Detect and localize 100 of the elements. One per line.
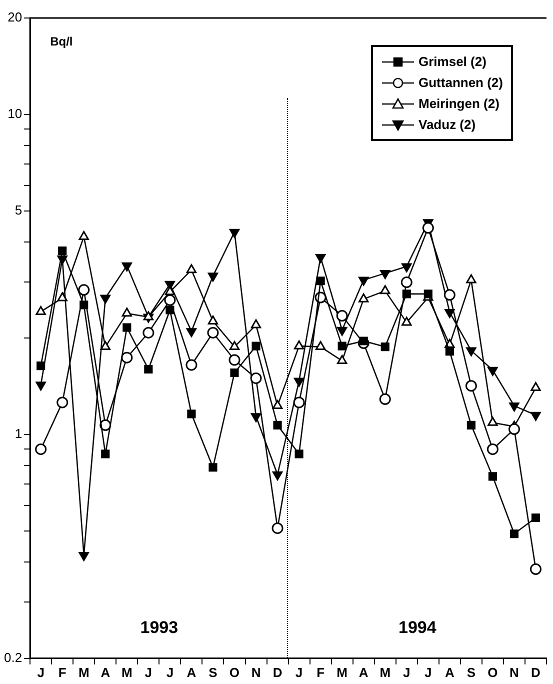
point [530,412,541,421]
point [338,342,346,350]
point [100,294,110,304]
point [56,396,68,408]
x-tick-label: J [144,664,152,680]
point [250,413,262,422]
point [186,359,198,371]
legend-label: Grimsel (2) [418,54,486,69]
x-tick-label: S [466,664,476,680]
point [142,326,154,338]
y-tick-label: 10 [8,106,22,121]
x-tick-label: N [510,664,519,680]
point [58,246,67,256]
point [272,400,283,410]
point [166,306,174,314]
point [57,292,68,302]
point [400,276,412,288]
x-tick-label: J [424,664,432,680]
point [488,366,498,376]
point [294,340,304,350]
point [488,472,497,481]
x-tick-label: J [295,664,303,680]
point [273,420,282,430]
point [229,228,240,238]
point [359,336,368,346]
x-tick-label: A [186,664,197,680]
y-axis-title: Bq/l [50,34,73,48]
x-tick-label: O [229,664,240,680]
x-tick-label: O [488,664,498,680]
point [465,380,477,392]
point [35,443,47,455]
x-tick-label: D [272,664,282,680]
point [252,342,260,350]
x-tick-label: N [251,664,261,680]
point [402,316,412,326]
point [250,372,262,384]
x-tick-label: J [403,664,410,680]
point [444,309,455,318]
point [186,264,197,274]
point [358,276,369,286]
y-tick-label: 20 [8,10,22,25]
point [144,364,153,374]
legend-label: Guttannen (2) [418,75,503,90]
point [36,382,46,391]
point [294,378,304,387]
point [424,290,432,298]
point [294,450,304,458]
point [228,354,240,366]
x-tick-label: M [121,664,132,680]
legend-label: Vaduz (2) [418,117,476,132]
point [186,328,197,338]
point [510,530,519,538]
point [208,463,218,472]
annotation: 1994 [398,618,437,638]
x-tick-label: A [358,664,369,680]
point [486,443,498,455]
point [208,272,218,282]
point [380,270,390,280]
point [230,368,239,378]
point [187,410,196,418]
point [164,294,176,306]
point [122,262,132,272]
y-tick-label: 5 [14,202,22,218]
point [316,276,325,286]
point [466,347,476,356]
x-tick-label: F [58,664,66,680]
x-tick-label: A [444,664,455,680]
point [530,563,542,575]
x-tick-label: M [336,664,348,680]
y-tick-label: 0.2 [4,650,22,665]
point [380,285,390,294]
point [250,319,262,328]
point [509,402,520,412]
point [272,471,283,480]
x-tick-label: S [208,664,218,680]
point [101,450,110,458]
point [122,308,132,317]
point [444,289,456,301]
point [315,254,326,263]
point [207,326,219,338]
point [358,293,369,302]
point [337,326,348,336]
point [445,347,454,356]
point [466,274,476,284]
annotation: 1993 [140,618,178,638]
x-tick-label: J [37,664,44,680]
point [315,341,326,350]
point [531,513,540,522]
point [466,420,476,430]
point [402,290,411,298]
y-tick-label: 1 [14,426,22,442]
point [336,310,348,322]
point [380,342,390,352]
x-tick-label: M [78,664,90,680]
point [121,352,133,364]
point [293,396,305,408]
point [422,222,434,234]
x-tick-label: F [316,664,325,680]
legend-label: Meiringen (2) [418,96,500,111]
point [100,341,110,350]
